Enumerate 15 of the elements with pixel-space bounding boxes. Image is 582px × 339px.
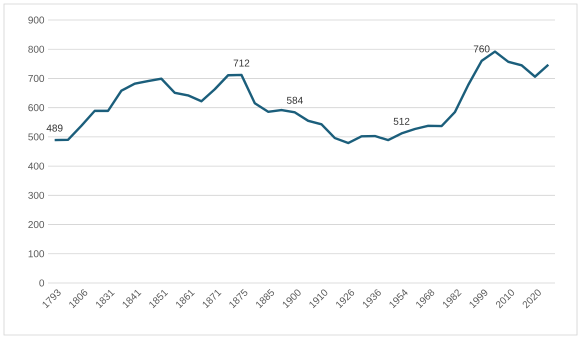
y-tick-label: 400	[28, 162, 44, 170]
y-tick-label: 300	[28, 192, 44, 199]
y-tick-label: 500	[28, 133, 44, 140]
data-label: 584	[286, 96, 303, 104]
y-tick-label: 0	[39, 279, 44, 287]
y-tick-label: 200	[28, 221, 44, 228]
data-label: 489	[46, 124, 63, 132]
data-label: 760	[474, 45, 490, 52]
y-tick-label: 700	[28, 74, 44, 82]
data-label: 712	[234, 59, 250, 66]
y-tick-label: 100	[28, 250, 44, 258]
y-tick-label: 800	[28, 46, 44, 53]
y-tick-label: 600	[28, 104, 44, 112]
y-tick-label: 900	[28, 16, 44, 24]
data-label: 512	[394, 118, 410, 125]
